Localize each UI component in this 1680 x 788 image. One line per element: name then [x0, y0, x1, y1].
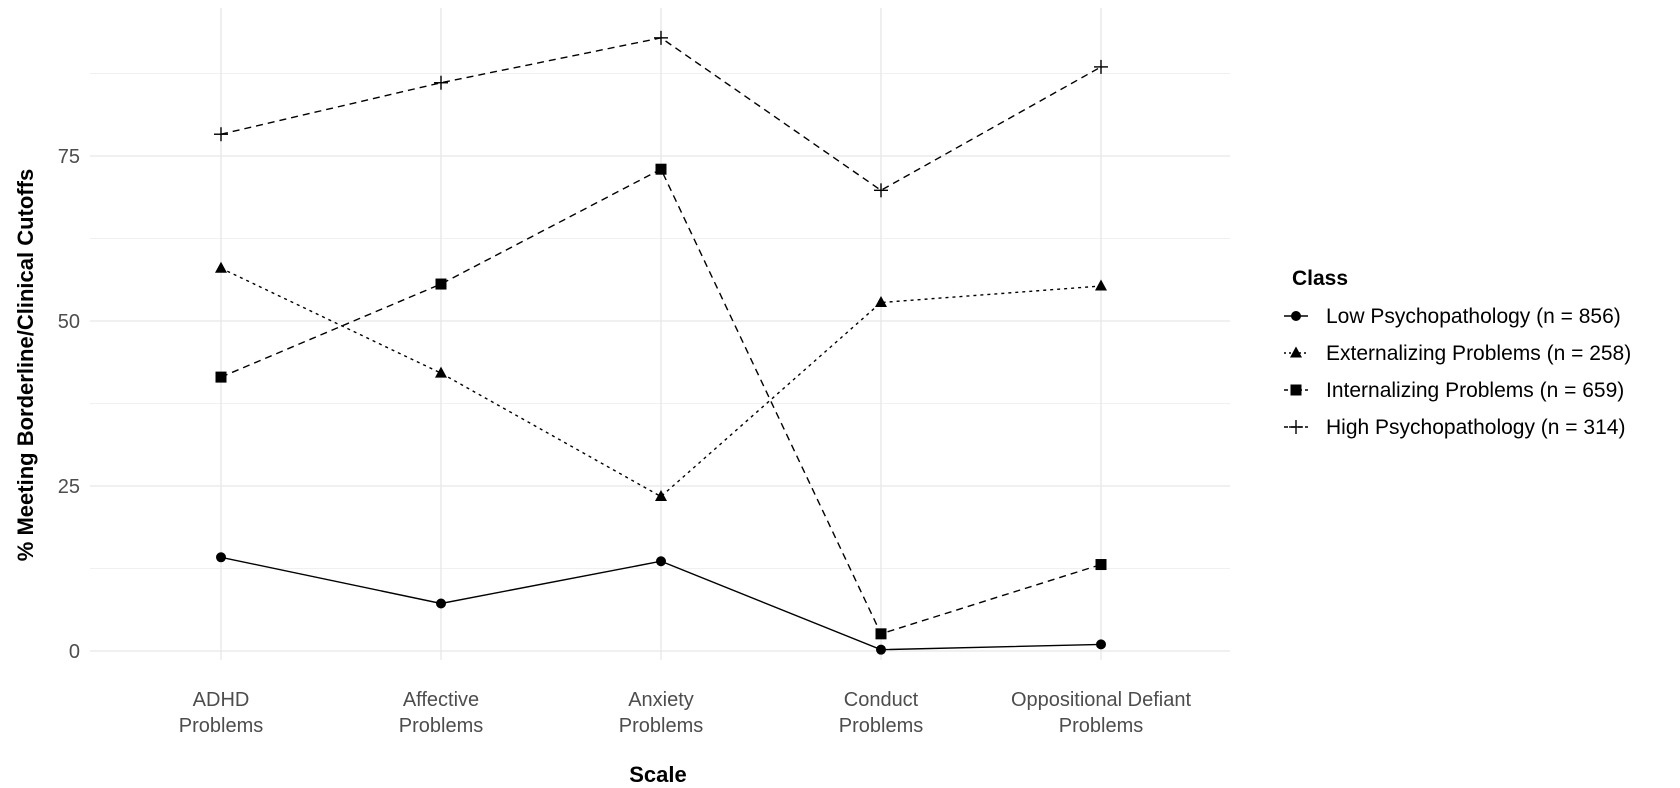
data-point — [874, 183, 888, 198]
legend-label: Externalizing Problems (n = 258) — [1326, 342, 1631, 365]
x-tick-label: Conduct Problems — [839, 689, 923, 737]
x-tick-label: Anxiety Problems — [619, 689, 703, 737]
y-tick-label: 0 — [69, 641, 80, 663]
data-point — [656, 556, 666, 567]
data-point — [435, 278, 447, 290]
data-point — [214, 127, 228, 142]
legend-marker-swatch — [1290, 346, 1302, 358]
y-tick-label: 50 — [58, 311, 80, 333]
series-triangle — [215, 261, 1107, 502]
data-point — [215, 261, 227, 273]
x-axis-title: Scale — [629, 762, 687, 787]
data-point — [434, 75, 448, 90]
x-axis-ticks: ADHD Problems Affective Problems Anxiety Prob… — [179, 689, 1192, 737]
data-point — [1095, 279, 1107, 291]
series-circle — [216, 552, 1106, 655]
legend-marker-swatch — [1290, 384, 1302, 396]
data-point — [1096, 639, 1106, 650]
legend-title: Class — [1292, 267, 1348, 290]
x-tick-label: Oppositional Defiant Problems — [1011, 689, 1192, 737]
legend-item: Low Psychopathology (n = 856) — [1284, 305, 1621, 328]
data-point — [435, 366, 447, 378]
data-point — [876, 644, 886, 655]
legend-marker-swatch — [1291, 311, 1301, 321]
legend-label: Internalizing Problems (n = 659) — [1326, 379, 1624, 402]
legend-label: High Psychopathology (n = 314) — [1326, 416, 1625, 439]
series-line — [220, 168, 1102, 635]
y-axis-ticks: 0 25 50 75 — [58, 146, 80, 663]
legend-marker-swatch — [1289, 420, 1303, 434]
legend-label: Low Psychopathology (n = 856) — [1326, 305, 1621, 328]
data-point — [1094, 59, 1108, 74]
series-line — [220, 267, 1102, 498]
data-point — [875, 296, 887, 308]
y-tick-label: 25 — [58, 476, 80, 498]
legend-item: High Psychopathology (n = 314) — [1284, 416, 1625, 439]
y-tick-label: 75 — [58, 146, 80, 168]
series-square — [215, 163, 1107, 640]
data-point — [655, 490, 667, 502]
data-point — [216, 552, 226, 563]
data-point — [655, 163, 667, 175]
legend-item: Externalizing Problems (n = 258) — [1284, 342, 1631, 365]
data-point — [215, 371, 227, 383]
x-tick-label: ADHD Problems — [179, 689, 263, 737]
legend-item: Internalizing Problems (n = 659) — [1284, 379, 1624, 402]
x-tick-label: Affective Problems — [399, 689, 483, 737]
legend: Class Low Psychopathology (n = 856) Exter… — [1284, 267, 1631, 439]
data-point — [654, 30, 668, 45]
data-point — [436, 598, 446, 609]
grid — [90, 8, 1230, 660]
data-point — [1095, 559, 1107, 571]
series-layer — [214, 30, 1108, 655]
y-axis-title: % Meeting Borderline/Clinical Cutoffs — [13, 169, 38, 561]
data-point — [875, 628, 887, 640]
series-plus — [214, 30, 1108, 198]
